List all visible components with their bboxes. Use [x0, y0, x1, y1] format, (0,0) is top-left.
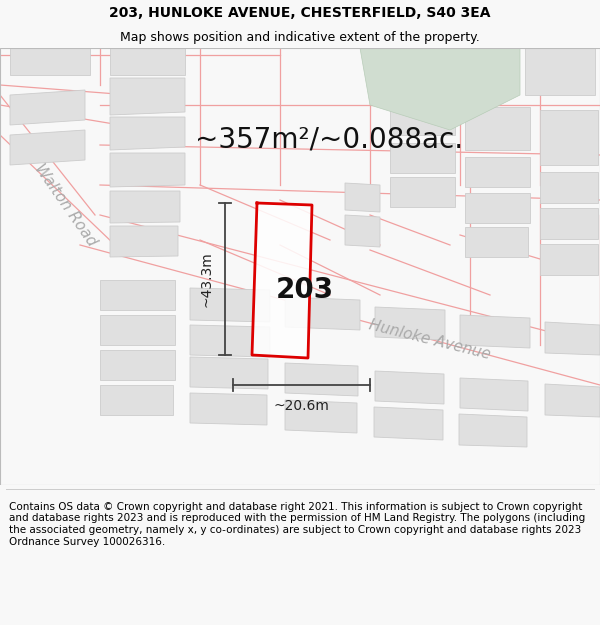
Polygon shape: [375, 307, 445, 340]
Polygon shape: [110, 226, 178, 257]
Polygon shape: [110, 48, 185, 75]
Polygon shape: [374, 407, 443, 440]
Text: Hunloke Avenue: Hunloke Avenue: [368, 318, 493, 362]
Polygon shape: [375, 371, 444, 404]
Polygon shape: [390, 143, 455, 173]
Text: 203: 203: [276, 276, 334, 304]
Polygon shape: [459, 414, 527, 447]
Polygon shape: [460, 378, 528, 411]
Text: Walton Road: Walton Road: [31, 161, 99, 249]
Polygon shape: [190, 393, 267, 425]
Polygon shape: [110, 191, 180, 223]
Polygon shape: [190, 357, 268, 389]
Polygon shape: [540, 244, 598, 275]
Text: 203, HUNLOKE AVENUE, CHESTERFIELD, S40 3EA: 203, HUNLOKE AVENUE, CHESTERFIELD, S40 3…: [109, 6, 491, 21]
Polygon shape: [465, 157, 530, 187]
Polygon shape: [390, 107, 455, 135]
Polygon shape: [540, 110, 598, 165]
Polygon shape: [345, 183, 380, 212]
Polygon shape: [100, 350, 175, 380]
Polygon shape: [110, 153, 185, 187]
Polygon shape: [285, 297, 360, 330]
Polygon shape: [285, 400, 357, 433]
Polygon shape: [345, 215, 380, 247]
Text: ~20.6m: ~20.6m: [274, 399, 329, 413]
Polygon shape: [190, 325, 270, 357]
Polygon shape: [460, 315, 530, 348]
Polygon shape: [10, 48, 90, 75]
Polygon shape: [360, 48, 520, 130]
Polygon shape: [252, 203, 312, 358]
Polygon shape: [10, 90, 85, 125]
Polygon shape: [100, 315, 175, 345]
Polygon shape: [190, 288, 270, 322]
Polygon shape: [10, 130, 85, 165]
Polygon shape: [110, 117, 185, 150]
Polygon shape: [465, 227, 528, 257]
Polygon shape: [545, 322, 600, 355]
Polygon shape: [285, 363, 358, 396]
Polygon shape: [545, 384, 600, 417]
Text: Contains OS data © Crown copyright and database right 2021. This information is : Contains OS data © Crown copyright and d…: [9, 502, 585, 547]
Text: ~357m²/~0.088ac.: ~357m²/~0.088ac.: [195, 126, 463, 154]
Polygon shape: [525, 48, 595, 95]
Polygon shape: [110, 78, 185, 115]
Polygon shape: [100, 280, 175, 310]
Polygon shape: [100, 385, 173, 415]
Polygon shape: [540, 172, 598, 203]
Text: Map shows position and indicative extent of the property.: Map shows position and indicative extent…: [120, 31, 480, 44]
Polygon shape: [465, 107, 530, 150]
Text: ~43.3m: ~43.3m: [199, 251, 213, 307]
Polygon shape: [465, 193, 530, 223]
Polygon shape: [540, 208, 598, 239]
Polygon shape: [390, 177, 455, 207]
